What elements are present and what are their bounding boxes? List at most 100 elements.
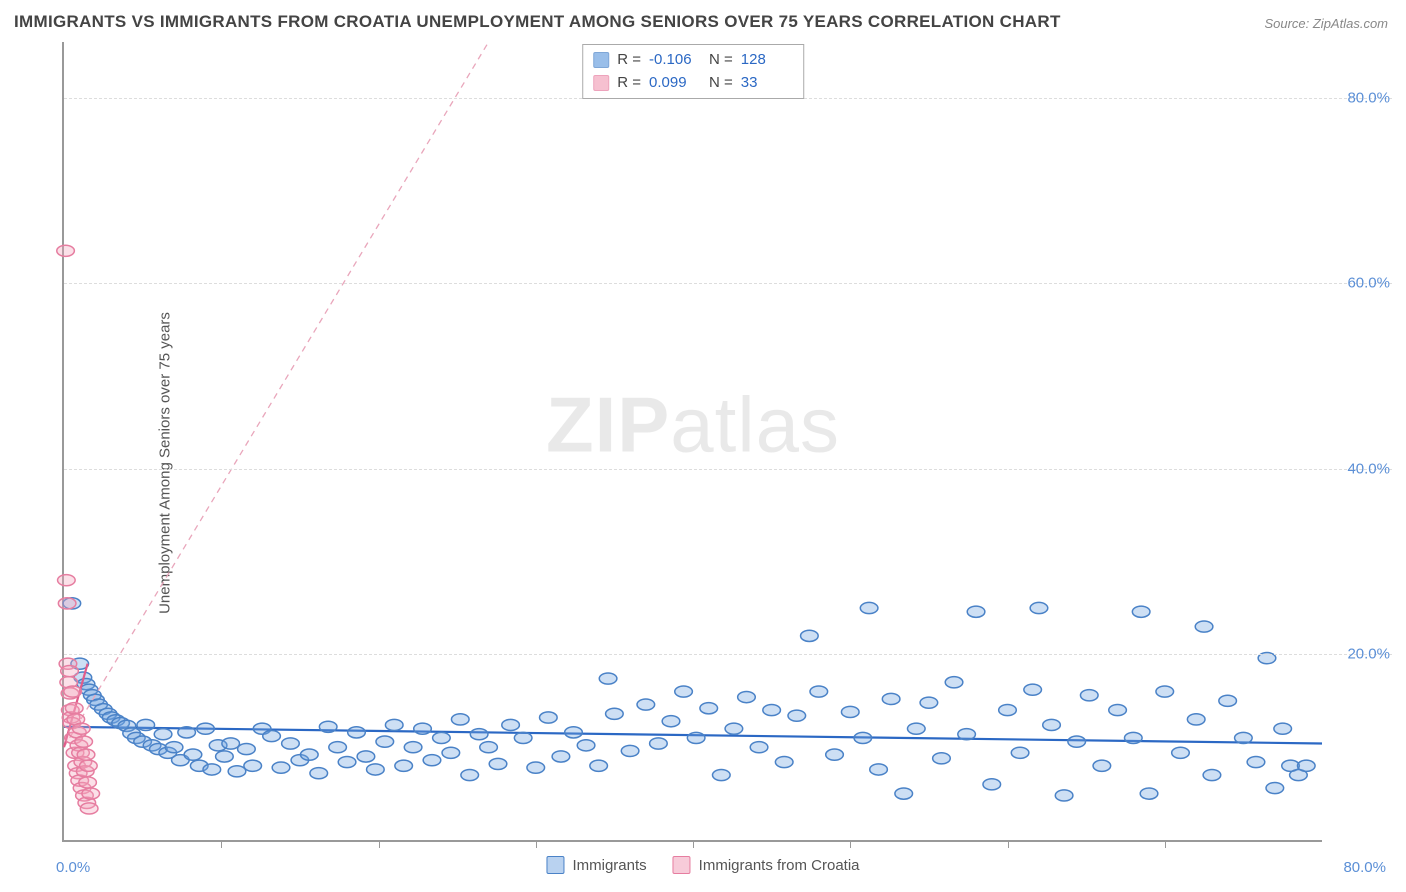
data-point xyxy=(80,760,98,771)
gridline xyxy=(64,469,1392,470)
data-point xyxy=(222,738,240,749)
bottom-legend: Immigrants Immigrants from Croatia xyxy=(546,856,859,874)
data-point xyxy=(650,738,668,749)
legend-label: Immigrants from Croatia xyxy=(699,857,860,874)
data-point xyxy=(61,666,79,677)
data-point xyxy=(82,788,100,799)
data-point xyxy=(1266,782,1284,793)
data-point xyxy=(348,727,366,738)
data-point xyxy=(376,736,394,747)
swatch-series-1 xyxy=(593,52,609,68)
swatch-series-2 xyxy=(593,75,609,91)
data-point xyxy=(1195,621,1213,632)
data-point xyxy=(1219,695,1237,706)
data-point xyxy=(895,788,913,799)
data-point xyxy=(395,760,413,771)
legend-label: Immigrants xyxy=(572,857,646,874)
data-point xyxy=(502,719,520,730)
scatter-svg xyxy=(64,42,1322,840)
data-point xyxy=(1030,602,1048,613)
data-point xyxy=(1156,686,1174,697)
data-point xyxy=(77,749,95,760)
data-point xyxy=(958,729,976,740)
n-value-1: 128 xyxy=(741,49,793,72)
data-point xyxy=(933,753,951,764)
data-point xyxy=(870,764,888,775)
x-tick xyxy=(693,840,694,848)
data-point xyxy=(700,703,718,714)
data-point xyxy=(319,721,337,732)
data-point xyxy=(165,742,183,753)
data-point xyxy=(310,768,328,779)
data-point xyxy=(282,738,300,749)
trend-line xyxy=(64,42,489,747)
data-point xyxy=(263,730,281,741)
data-point xyxy=(1187,714,1205,725)
data-point xyxy=(514,732,532,743)
data-point xyxy=(540,712,558,723)
r-label: R = xyxy=(617,72,641,95)
plot-area: R = -0.106 N = 128 R = 0.099 N = 33 ZIPa… xyxy=(62,42,1322,842)
data-point xyxy=(675,686,693,697)
data-point xyxy=(385,719,403,730)
data-point xyxy=(788,710,806,721)
data-point xyxy=(606,708,624,719)
data-point xyxy=(461,769,479,780)
data-point xyxy=(480,742,498,753)
legend-swatch xyxy=(546,856,564,874)
data-point xyxy=(1124,732,1142,743)
data-point xyxy=(470,729,488,740)
data-point xyxy=(451,714,469,725)
correlation-stats-box: R = -0.106 N = 128 R = 0.099 N = 33 xyxy=(582,44,804,99)
data-point xyxy=(565,727,583,738)
data-point xyxy=(1203,769,1221,780)
data-point xyxy=(301,749,319,760)
x-tick xyxy=(536,840,537,848)
data-point xyxy=(75,736,93,747)
data-point xyxy=(58,575,76,586)
stats-row-series-2: R = 0.099 N = 33 xyxy=(593,72,793,95)
data-point xyxy=(216,751,234,762)
data-point xyxy=(414,723,432,734)
data-point xyxy=(423,755,441,766)
data-point xyxy=(203,764,221,775)
data-point xyxy=(154,729,172,740)
data-point xyxy=(854,732,872,743)
data-point xyxy=(57,245,75,256)
r-value-2: 0.099 xyxy=(649,72,701,95)
data-point xyxy=(1172,747,1190,758)
legend-item: Immigrants from Croatia xyxy=(673,856,860,874)
data-point xyxy=(577,740,595,751)
data-point xyxy=(79,777,97,788)
r-value-1: -0.106 xyxy=(649,49,701,72)
gridline xyxy=(64,654,1392,655)
data-point xyxy=(1043,719,1061,730)
data-point xyxy=(80,803,98,814)
data-point xyxy=(1109,705,1127,716)
data-point xyxy=(687,732,705,743)
data-point xyxy=(637,699,655,710)
data-point xyxy=(1132,606,1150,617)
data-point xyxy=(662,716,680,727)
data-point xyxy=(272,762,290,773)
data-point xyxy=(367,764,385,775)
data-point xyxy=(882,693,900,704)
data-point xyxy=(763,705,781,716)
data-point xyxy=(826,749,844,760)
data-point xyxy=(489,758,507,769)
x-tick xyxy=(850,840,851,848)
data-point xyxy=(1011,747,1029,758)
data-point xyxy=(1247,756,1265,767)
data-point xyxy=(244,760,262,771)
data-point xyxy=(1235,732,1253,743)
y-tick-label: 20.0% xyxy=(1330,646,1390,663)
data-point xyxy=(860,602,878,613)
data-point xyxy=(712,769,730,780)
data-point xyxy=(999,705,1017,716)
data-point xyxy=(801,630,819,641)
legend-item: Immigrants xyxy=(546,856,646,874)
x-axis-end-label: 80.0% xyxy=(1343,859,1386,876)
n-label: N = xyxy=(709,72,733,95)
data-point xyxy=(1140,788,1158,799)
stats-row-series-1: R = -0.106 N = 128 xyxy=(593,49,793,72)
